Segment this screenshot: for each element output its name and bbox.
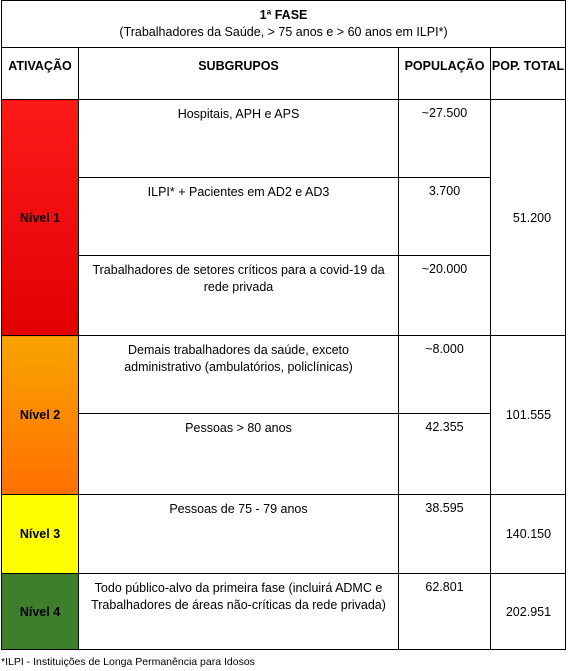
subgroup: Hospitais, APH e APS [78, 99, 399, 178]
column-header: POPULAÇÃO [398, 47, 491, 100]
total-population: 51.200 [489, 99, 567, 336]
table-row: Nível 1 Hospitais, APH e APS ~27.500 51.200 [1, 99, 567, 336]
population: 38.595 [398, 494, 491, 574]
subgroup: Demais trabalhadores da saúde, exceto ad… [78, 335, 399, 414]
table-row: ILPI* + Pacientes em AD2 e AD3 3.700 [2, 177, 566, 256]
subgroup: Todo público-alvo da primeira fase (incl… [78, 573, 399, 650]
population: 42.355 [398, 413, 491, 495]
subgroup: Pessoas de 75 - 79 anos [78, 494, 399, 574]
total-population: 140.150 [489, 494, 567, 574]
column-header: SUBGRUPOS [78, 47, 399, 100]
table-row: Nível 3 Pessoas de 75 - 79 anos 38.595 140.… [1, 494, 567, 574]
table-row: Trabalhadores de setores críticos para a… [2, 255, 566, 336]
activation-level: Nível 1 [1, 99, 79, 336]
title: 1ª FASE [259, 8, 308, 22]
activation-level: Nível 2 [1, 335, 79, 495]
population: ~20.000 [398, 255, 491, 336]
total-population: 202.951 [489, 573, 567, 650]
column-header: POP. TOTAL [489, 47, 567, 100]
phase-table: 1ª FASE (Trabalhadores da Saúde, > 75 an… [0, 0, 567, 650]
activation-level: Nível 4 [1, 573, 79, 650]
activation-level: Nível 3 [1, 494, 79, 574]
footnote: *ILPI - Instituições de Longa Permanênci… [1, 656, 255, 668]
subgroup: Pessoas > 80 anos [78, 413, 399, 495]
population: ~8.000 [398, 335, 491, 414]
column-header: ATIVAÇÃO [1, 47, 79, 100]
population: ~27.500 [398, 99, 491, 178]
subgroup: Trabalhadores de setores críticos para a… [78, 255, 399, 336]
table-row: Pessoas > 80 anos 42.355 [2, 413, 566, 495]
table-row: Nível 2 Demais trabalhadores da saúde, ex… [1, 335, 567, 495]
subgroup: ILPI* + Pacientes em AD2 e AD3 [78, 177, 399, 256]
subtitle: (Trabalhadores da Saúde, > 75 anos e > 6… [119, 25, 448, 39]
table-header: 1ª FASE (Trabalhadores da Saúde, > 75 an… [0, 0, 567, 48]
total-population: 101.555 [489, 335, 567, 495]
table-row: Nível 4 Todo público-alvo da primeira fas… [1, 573, 567, 650]
population: 62.801 [398, 573, 491, 650]
population: 3.700 [398, 177, 491, 256]
